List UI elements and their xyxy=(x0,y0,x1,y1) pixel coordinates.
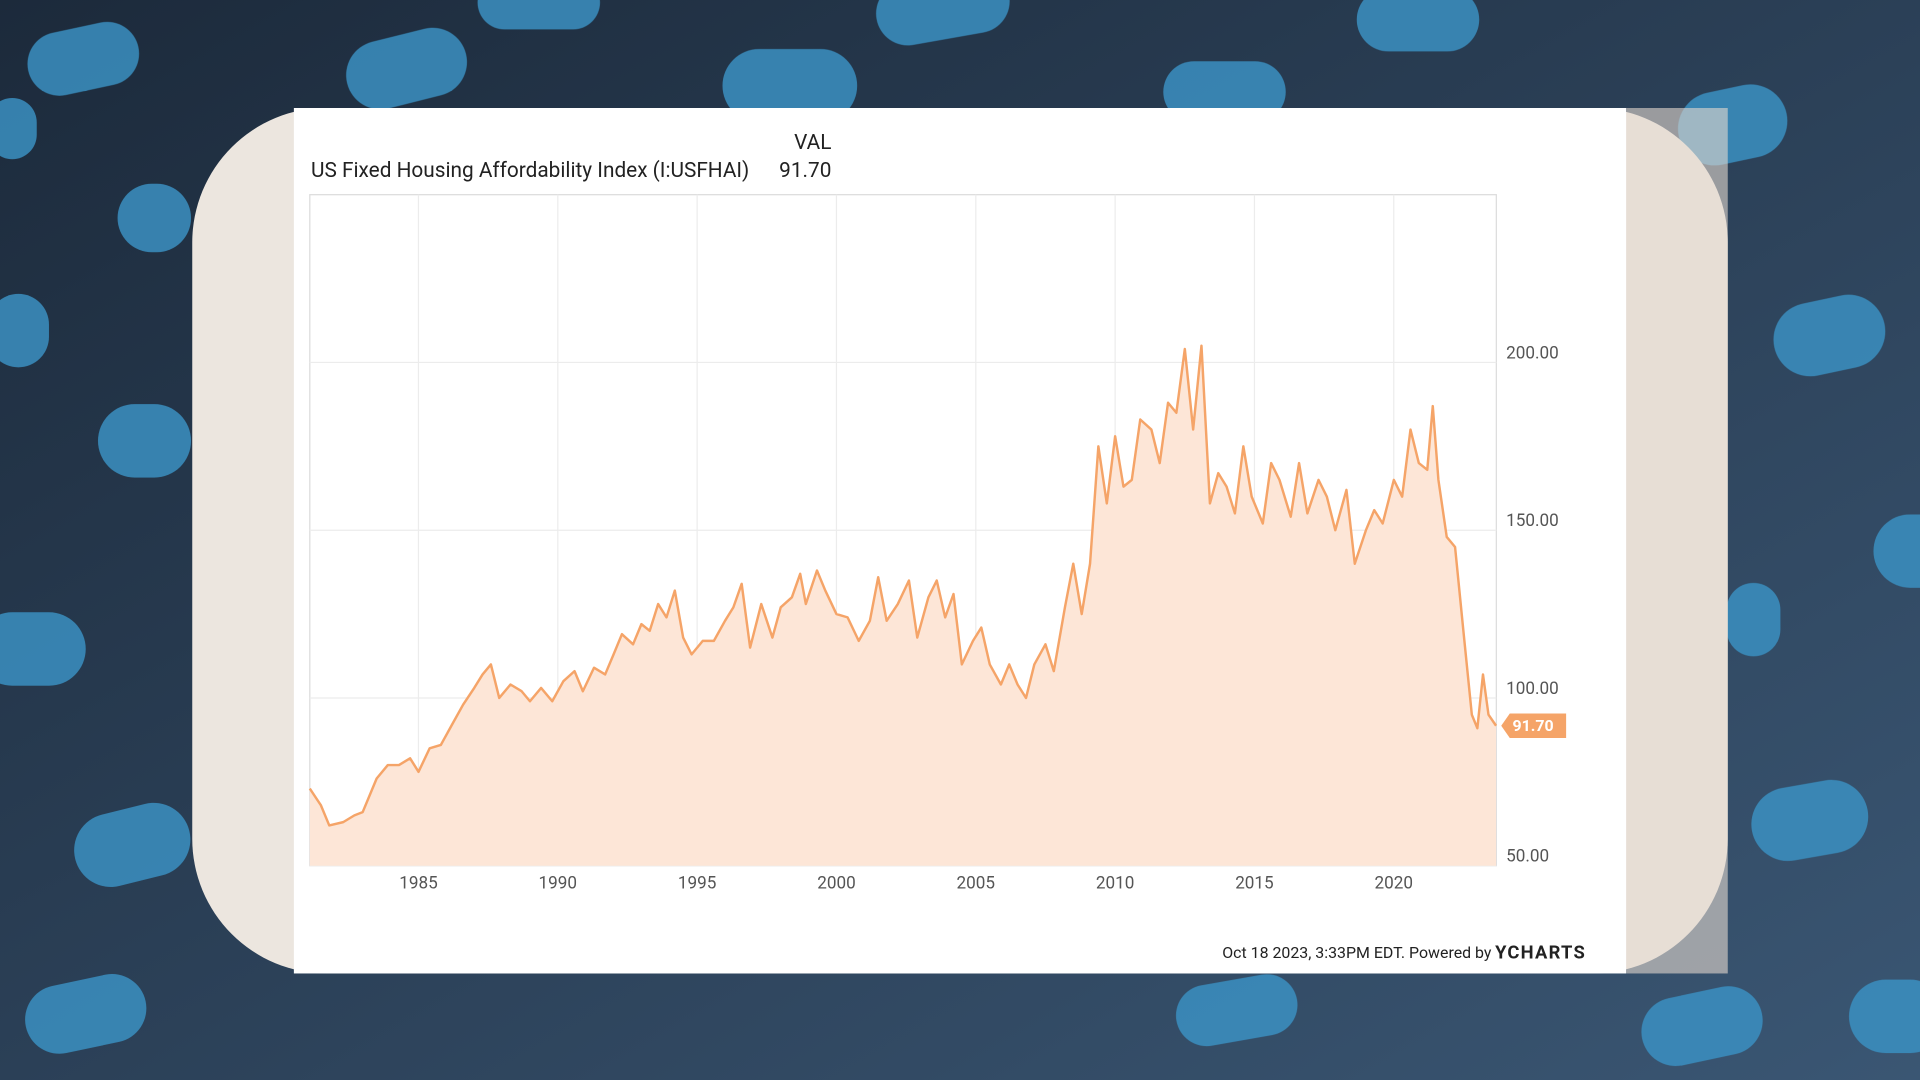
y-tick-label: 100.00 xyxy=(1506,679,1559,699)
area-fill xyxy=(309,345,1497,866)
y-tick-label: 50.00 xyxy=(1506,847,1549,867)
x-tick-label: 2015 xyxy=(1235,874,1274,894)
series-name: US Fixed Housing Affordability Index (I:… xyxy=(311,159,749,183)
plot: 1985 1990 1995 2000 2005 2010 2015 2020 50.00 100… xyxy=(308,194,1567,894)
x-tick-label: 1990 xyxy=(539,874,578,894)
column-header: VAL xyxy=(794,131,831,155)
last-value-badge xyxy=(1501,713,1567,739)
x-tick-label: 2010 xyxy=(1096,874,1135,894)
series-value: 91.70 xyxy=(779,159,831,183)
last-value-label: 91.70 xyxy=(1512,716,1553,735)
card-edge xyxy=(1626,107,1728,974)
x-tick-label: 2000 xyxy=(817,874,856,894)
x-tick-label: 2020 xyxy=(1375,874,1414,894)
y-tick-label: 200.00 xyxy=(1506,343,1559,363)
brand: YCHARTS xyxy=(1495,943,1586,964)
y-tick-label: 150.00 xyxy=(1506,511,1559,531)
x-tick-label: 1995 xyxy=(678,874,717,894)
x-tick-label: 1985 xyxy=(399,874,437,894)
x-tick-label: 2005 xyxy=(957,874,996,894)
timestamp: Oct 18 2023, 3:33PM EDT. Powered by xyxy=(1222,943,1492,962)
line xyxy=(308,344,1498,827)
